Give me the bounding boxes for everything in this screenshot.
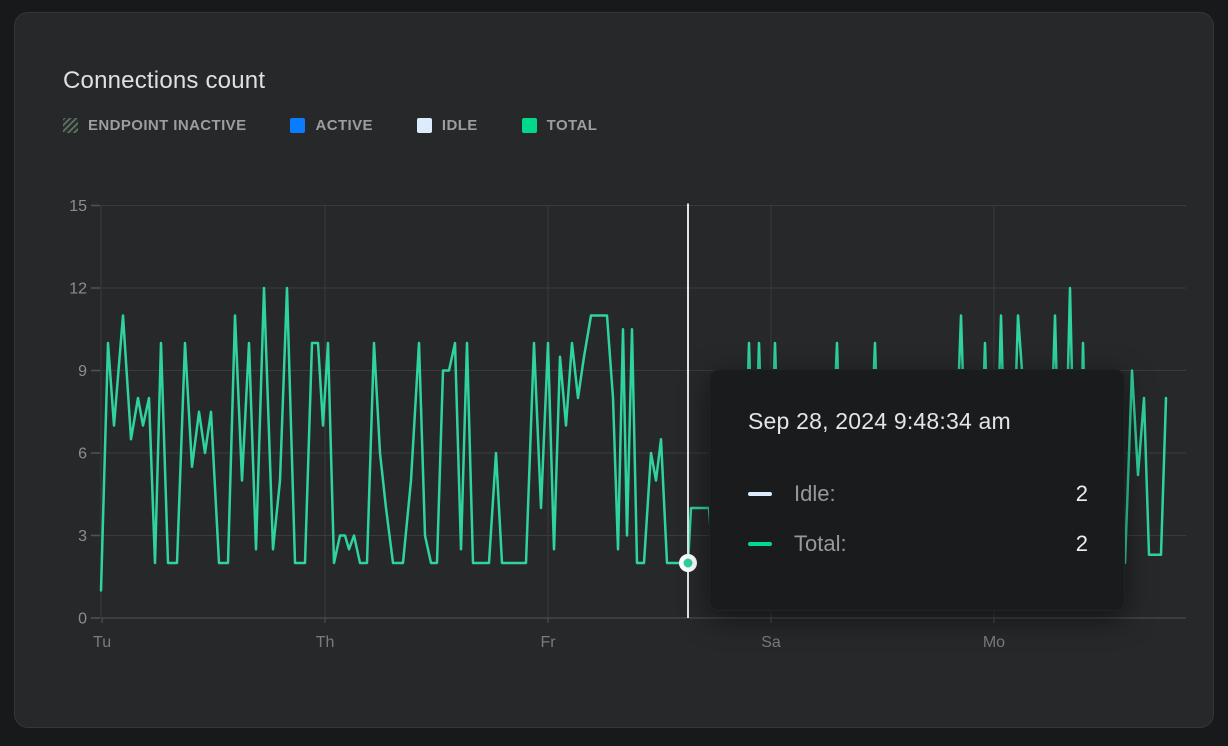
color-swatch-icon: [290, 118, 306, 133]
legend-label: IDLE: [441, 117, 478, 134]
legend-label: TOTAL: [546, 117, 598, 134]
tooltip-date: Sep 28, 2024 9:48:34 am: [748, 408, 1011, 434]
x-axis-label: Fr: [540, 634, 556, 651]
tooltip-row-label: Idle:: [794, 481, 836, 506]
legend-item-idle[interactable]: IDLE: [416, 117, 478, 134]
tooltip-row-total: Total: 2: [748, 531, 1088, 557]
idle-series-dash-icon: [748, 492, 772, 496]
x-axis-label: Th: [316, 634, 335, 651]
tooltip-row-value: 2: [1075, 481, 1088, 506]
tooltip-row-label: Total:: [794, 531, 847, 556]
legend: ENDPOINT INACTIVE ACTIVE IDLE TOTAL: [63, 117, 597, 134]
y-axis-label: 0: [78, 611, 87, 628]
y-axis-label: 6: [78, 446, 87, 463]
hatched-swatch-icon: [63, 118, 78, 133]
y-axis-label: 12: [69, 281, 87, 298]
legend-label: ACTIVE: [315, 117, 373, 134]
y-axis-label: 3: [78, 528, 87, 545]
connections-count-card: Connections count ENDPOINT INACTIVE ACTIV…: [14, 12, 1214, 728]
color-swatch-icon: [521, 118, 537, 133]
x-axis-label: Sa: [761, 634, 781, 651]
x-axis-label: Tu: [93, 634, 111, 651]
color-swatch-icon: [416, 118, 432, 133]
x-axis-label: Mo: [983, 634, 1005, 651]
chart-tooltip: Sep 28, 2024 9:48:34 am Idle: 2 Total: 2: [709, 369, 1125, 611]
legend-item-active[interactable]: ACTIVE: [290, 117, 372, 134]
total-series-dash-icon: [748, 542, 772, 546]
legend-item-total[interactable]: TOTAL: [521, 117, 598, 134]
tooltip-row-value: 2: [1075, 531, 1088, 556]
tooltip-row-idle: Idle: 2: [748, 481, 1088, 507]
chart-title: Connections count: [63, 67, 266, 94]
hover-marker-dot: [683, 558, 693, 568]
legend-item-endpoint-inactive[interactable]: ENDPOINT INACTIVE: [63, 117, 246, 134]
legend-label: ENDPOINT INACTIVE: [88, 117, 247, 134]
y-axis-label: 15: [69, 198, 87, 215]
y-axis-label: 9: [78, 363, 87, 380]
